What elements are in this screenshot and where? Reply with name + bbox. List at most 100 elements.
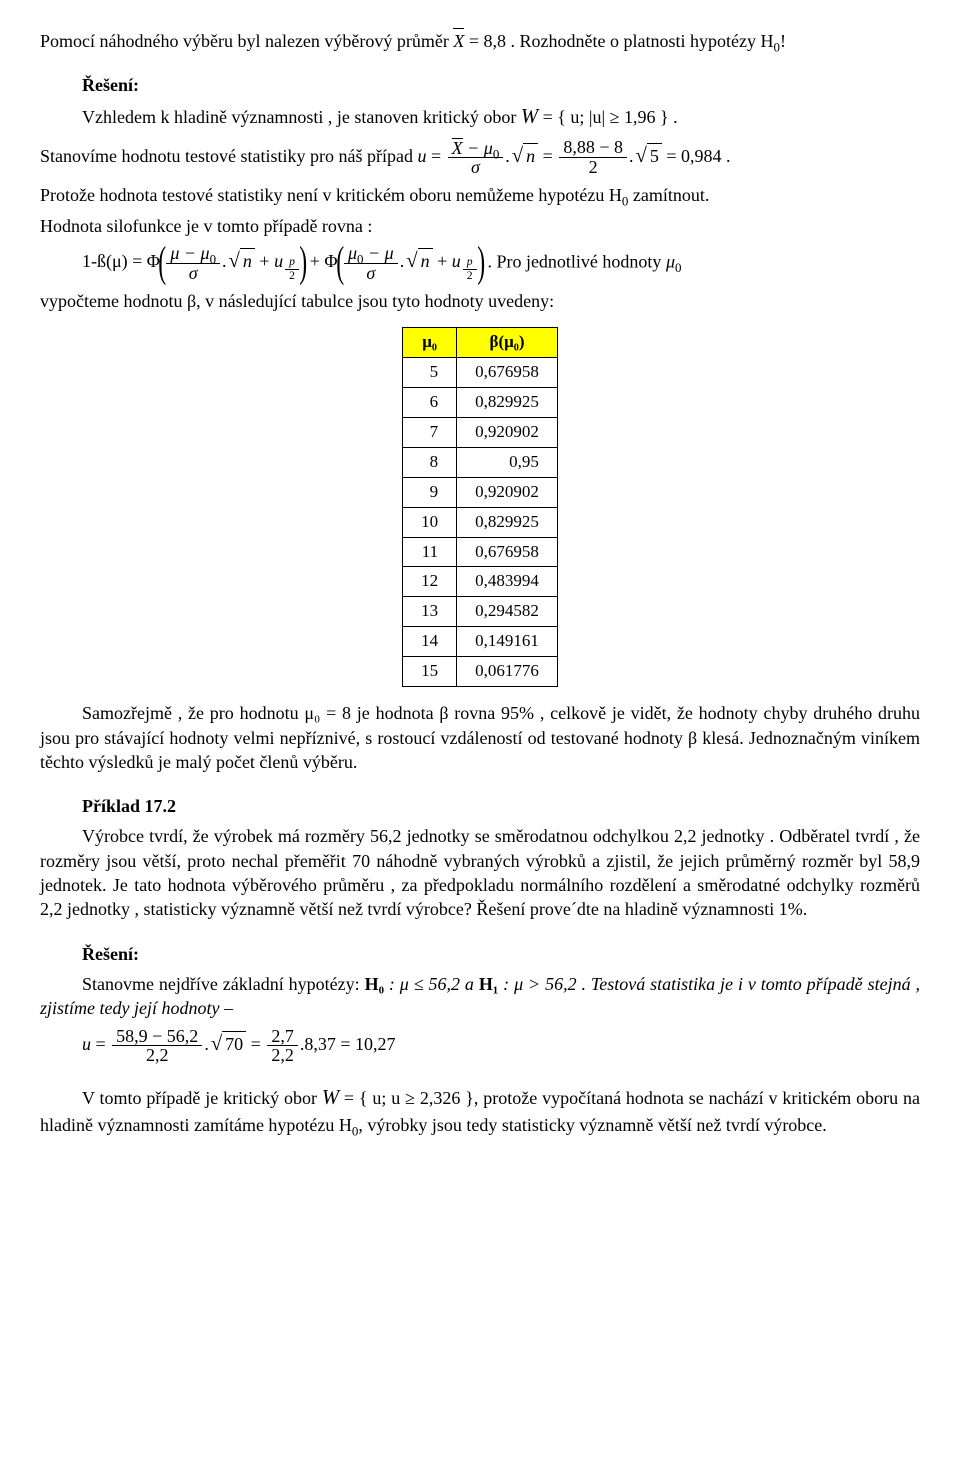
u: u	[417, 146, 426, 166]
result: = 0,984 .	[666, 146, 730, 166]
n: n	[523, 143, 538, 168]
text: = { u; |u| ≥ 1,96 } .	[543, 107, 678, 127]
table-cell: 14	[403, 627, 457, 657]
table-cell: 10	[403, 507, 457, 537]
table-row: 100,829925	[403, 507, 558, 537]
para-intro: Pomocí náhodného výběru byl nalezen výbě…	[40, 28, 920, 53]
text: Stanovme nejdříve základní hypotézy:	[82, 974, 365, 994]
two: 2	[463, 270, 477, 282]
xbar: X	[452, 138, 463, 158]
W-set: W	[521, 106, 538, 128]
table-row: 120,483994	[403, 567, 558, 597]
text: !	[780, 31, 786, 51]
text: : μ ≤ 56,2 a	[384, 974, 479, 994]
text: V tomto případě je kritický obor	[82, 1088, 322, 1108]
den: 2,2	[267, 1046, 298, 1065]
sub: 0	[675, 260, 681, 275]
text: . Pro jednotlivé hodnoty	[487, 251, 666, 271]
table-row: 140,149161	[403, 627, 558, 657]
H0: H₀	[365, 974, 384, 994]
table-row: 90,920902	[403, 477, 558, 507]
table-cell: 0,483994	[457, 567, 558, 597]
five: 5	[647, 143, 662, 168]
fraction: μ − μ0 σ	[166, 244, 220, 283]
sqrt: √70	[209, 1031, 246, 1059]
xbar: X	[453, 28, 464, 53]
u: u	[452, 251, 461, 271]
W-set: W	[322, 1087, 339, 1109]
n: n	[418, 248, 433, 273]
table-cell: 15	[403, 657, 457, 687]
n: n	[240, 248, 255, 273]
text: Protože hodnota testové statistiky není …	[40, 185, 622, 205]
sub: 0	[210, 252, 216, 267]
den: 2,2	[112, 1046, 202, 1065]
table-row: 130,294582	[403, 597, 558, 627]
para-hypotheses: Stanovme nejdříve základní hypotézy: H₀ …	[40, 972, 920, 1021]
para-example: Výrobce tvrdí, že výrobek má rozměry 56,…	[40, 824, 920, 921]
two: 2	[285, 270, 299, 282]
table-row: 110,676958	[403, 537, 558, 567]
table-cell: 0,676958	[457, 357, 558, 387]
table-cell: 0,920902	[457, 477, 558, 507]
text: Pomocí náhodného výběru byl nalezen výbě…	[40, 31, 453, 51]
u: u	[82, 1034, 91, 1054]
text: zamítnout.	[628, 185, 709, 205]
seventy: 70	[222, 1031, 246, 1056]
solution-heading: Řešení:	[82, 73, 920, 97]
sqrt: √5	[633, 143, 661, 171]
text: = 8,8	[469, 31, 506, 51]
table-cell: 13	[403, 597, 457, 627]
solution-heading-2: Řešení:	[82, 942, 920, 966]
text: . Rozhodněte o platnosti hypotézy H	[511, 31, 774, 51]
table-row: 150,061776	[403, 657, 558, 687]
table-cell: 0,061776	[457, 657, 558, 687]
para-commentary: Samozřejmě , že pro hodnotu μ₀ = 8 je ho…	[40, 701, 920, 774]
table-cell: 0,920902	[457, 417, 558, 447]
text: , výrobky jsou tedy statisticky významně…	[358, 1115, 826, 1135]
num: 58,9 − 56,2	[112, 1027, 202, 1047]
table-cell: 0,829925	[457, 507, 558, 537]
para-reject: Protože hodnota testové statistiky není …	[40, 183, 920, 207]
fraction: μ0 − μ σ	[344, 244, 398, 283]
beta-table: μ₀ β(μ₀) 50,67695860,82992570,92090280,9…	[402, 327, 558, 687]
fraction: X − μ0 σ	[448, 138, 504, 178]
table-cell: 0,676958	[457, 537, 558, 567]
equation-power: 1-ß(μ) = Φ( μ − μ0 σ .√n + up2) + Φ( μ0 …	[82, 244, 920, 283]
table-row: 80,95	[403, 447, 558, 477]
table-cell: 6	[403, 387, 457, 417]
sigma: σ	[166, 264, 220, 283]
mu0: μ	[348, 243, 357, 263]
u: u	[274, 251, 283, 271]
para-power-fn: Hodnota silofunkce je v tomto případě ro…	[40, 214, 920, 238]
col-beta: β(μ₀)	[457, 327, 558, 357]
table-cell: 0,294582	[457, 597, 558, 627]
table-cell: 11	[403, 537, 457, 567]
table-cell: 5	[403, 357, 457, 387]
table-row: 60,829925	[403, 387, 558, 417]
text: Stanovíme hodnotu testové statistiky pro…	[40, 146, 417, 166]
p: p	[463, 256, 477, 269]
sigma: σ	[344, 264, 398, 283]
sqrt: √n	[510, 143, 538, 171]
plus-phi: + Φ	[310, 251, 338, 271]
table-cell: 12	[403, 567, 457, 597]
col-mu0: μ₀	[403, 327, 457, 357]
text: Vzhledem k hladině významnosti , je stan…	[82, 107, 521, 127]
para-test-stat: Stanovíme hodnotu testové statistiky pro…	[40, 138, 920, 178]
para-conclusion: V tomto případě je kritický obor W = { u…	[40, 1085, 920, 1137]
mu: μ − μ	[170, 243, 209, 263]
fraction: 8,88 − 8 2	[559, 138, 627, 177]
sqrt: √n	[227, 248, 255, 276]
para-critical-region: Vzhledem k hladině významnosti , je stan…	[82, 104, 920, 132]
mu: − μ	[463, 138, 493, 158]
table-cell: 0,829925	[457, 387, 558, 417]
table-cell: 7	[403, 417, 457, 447]
sub: 0	[493, 146, 499, 161]
table-row: 50,676958	[403, 357, 558, 387]
table-cell: 0,95	[457, 447, 558, 477]
mu: μ	[666, 251, 675, 271]
equation-u-calc: u = 58,9 − 56,2 2,2 .√70 = 2,7 2,2 .8,37…	[82, 1027, 920, 1066]
table-row: 70,920902	[403, 417, 558, 447]
sigma: σ	[448, 158, 504, 177]
